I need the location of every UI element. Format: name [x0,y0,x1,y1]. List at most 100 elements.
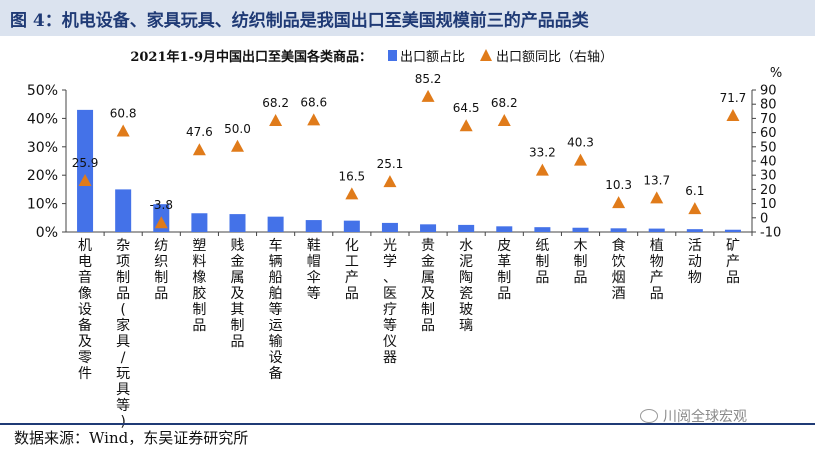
bar [77,109,94,232]
yoy-data-label: 13.7 [643,173,670,187]
bar [686,229,703,232]
x-tick-label: 塑料橡胶制品 [192,238,206,334]
bar [191,213,208,232]
yoy-data-label: 6.1 [685,184,704,198]
yoy-data-label: 16.5 [338,169,365,183]
yoy-data-label: 10.3 [605,178,632,192]
x-tick-label: 矿产品 [726,238,740,286]
yoy-marker [459,119,473,132]
y-left-tick-label: 40% [27,111,58,127]
yoy-marker [345,187,359,200]
bar [229,214,246,232]
yoy-data-label: 85.2 [415,72,442,86]
y-left-tick-label: 0% [36,225,58,241]
bar [267,216,284,232]
bar [305,220,322,232]
yoy-data-label: 50.0 [224,122,251,136]
y-right-tick-label: 20 [760,183,777,198]
yoy-marker [154,216,168,229]
x-tick-label: 食饮烟酒 [612,237,626,302]
yoy-data-label: 25.9 [72,156,99,170]
bar [572,227,589,232]
y-right-tick-label: 50 [760,140,777,155]
yoy-data-label: 25.1 [377,157,404,171]
x-tick-label: 纺织制品 [154,238,168,302]
x-tick-label: 贱金属及其制品 [231,238,245,350]
right-axis-unit: % [770,66,782,81]
x-tick-label: 机电音像设备及零件 [78,238,92,382]
yoy-marker [269,113,283,126]
x-tick-label: 植物产品 [650,238,664,302]
bar [496,226,513,232]
x-tick-label: 水泥陶瓷玻璃 [459,238,473,334]
bar [724,229,741,232]
x-tick-label: 鞋帽伞等 [307,238,321,302]
y-right-tick-label: 0 [760,211,768,226]
y-right-tick-label: 10 [760,197,777,212]
yoy-marker [231,139,244,152]
y-left-tick-label: 50% [27,83,58,99]
yoy-marker [307,113,321,126]
yoy-data-label: 68.2 [491,96,518,110]
x-tick-label: 车辆船舶等运输设备 [269,237,283,382]
watermark: 川阅全球宏观 [640,406,747,426]
y-right-tick-label: 40 [760,155,777,170]
chart-title: 2021年1-9月中国出口至美国各类商品： [130,49,372,65]
yoy-marker [688,202,702,215]
figure-header: 图 4：机电设备、家具玩具、纺织制品是我国出口至美国规模前三的产品品类 [0,0,815,36]
y-right-tick-label: 90 [760,84,777,99]
y-left-tick-label: 30% [27,140,58,156]
yoy-marker [497,113,511,126]
legend-swatch-yoy [480,49,492,61]
yoy-marker [574,153,587,166]
watermark-text: 川阅全球宏观 [663,409,747,425]
x-tick-label: 化工产品 [345,238,359,302]
y-right-tick-label: 60 [760,126,777,141]
bar [343,220,360,232]
yoy-data-label: 68.2 [262,96,289,110]
bar [381,222,398,232]
bar [115,189,132,232]
x-tick-label: 光学、医疗等仪器 [383,238,397,366]
legend-label-share: 出口额占比 [400,50,465,65]
y-right-tick-label: 30 [760,169,777,184]
yoy-marker [116,124,130,137]
yoy-marker [78,174,92,187]
x-tick-label: 贵金属及制品 [421,238,435,334]
yoy-data-label: 60.8 [110,106,137,120]
yoy-data-label: -3.8 [150,198,173,212]
yoy-data-label: 64.5 [453,101,480,115]
y-left-tick-label: 20% [27,168,58,184]
x-tick-label: 活动物 [688,238,702,286]
bar [648,228,665,232]
bar [458,224,475,232]
yoy-marker [535,163,549,176]
data-source: 数据来源：Wind，东吴证券研究所 [14,429,249,447]
legend: 出口额占比 出口额同比（右轴） [388,49,613,65]
y-right-tick-label: 70 [760,112,777,127]
yoy-marker [421,89,435,102]
y-right-tick-label: -10 [760,226,781,241]
yoy-marker [650,191,664,204]
wechat-icon [640,409,658,423]
yoy-data-label: 33.2 [529,146,556,160]
x-tick-label: 纸制品 [535,238,549,286]
legend-label-yoy: 出口额同比（右轴） [496,50,613,65]
x-tick-label: 木制品 [574,238,588,286]
bar [534,227,551,232]
yoy-data-label: 71.7 [720,91,747,105]
x-tick-label: 皮革制品 [497,238,511,302]
yoy-data-label: 40.3 [567,136,594,150]
x-tick-label: 杂项制品(家具/玩具等) [116,238,130,430]
bar [420,224,437,232]
bar [610,228,627,232]
yoy-data-label: 47.6 [186,125,213,139]
yoy-marker [726,108,740,121]
yoy-marker [383,175,397,188]
yoy-marker [192,143,206,156]
figure-title: 图 4：机电设备、家具玩具、纺织制品是我国出口至美国规模前三的产品品类 [10,11,589,31]
y-left-tick-label: 10% [27,197,58,213]
yoy-data-label: 68.6 [300,95,327,109]
